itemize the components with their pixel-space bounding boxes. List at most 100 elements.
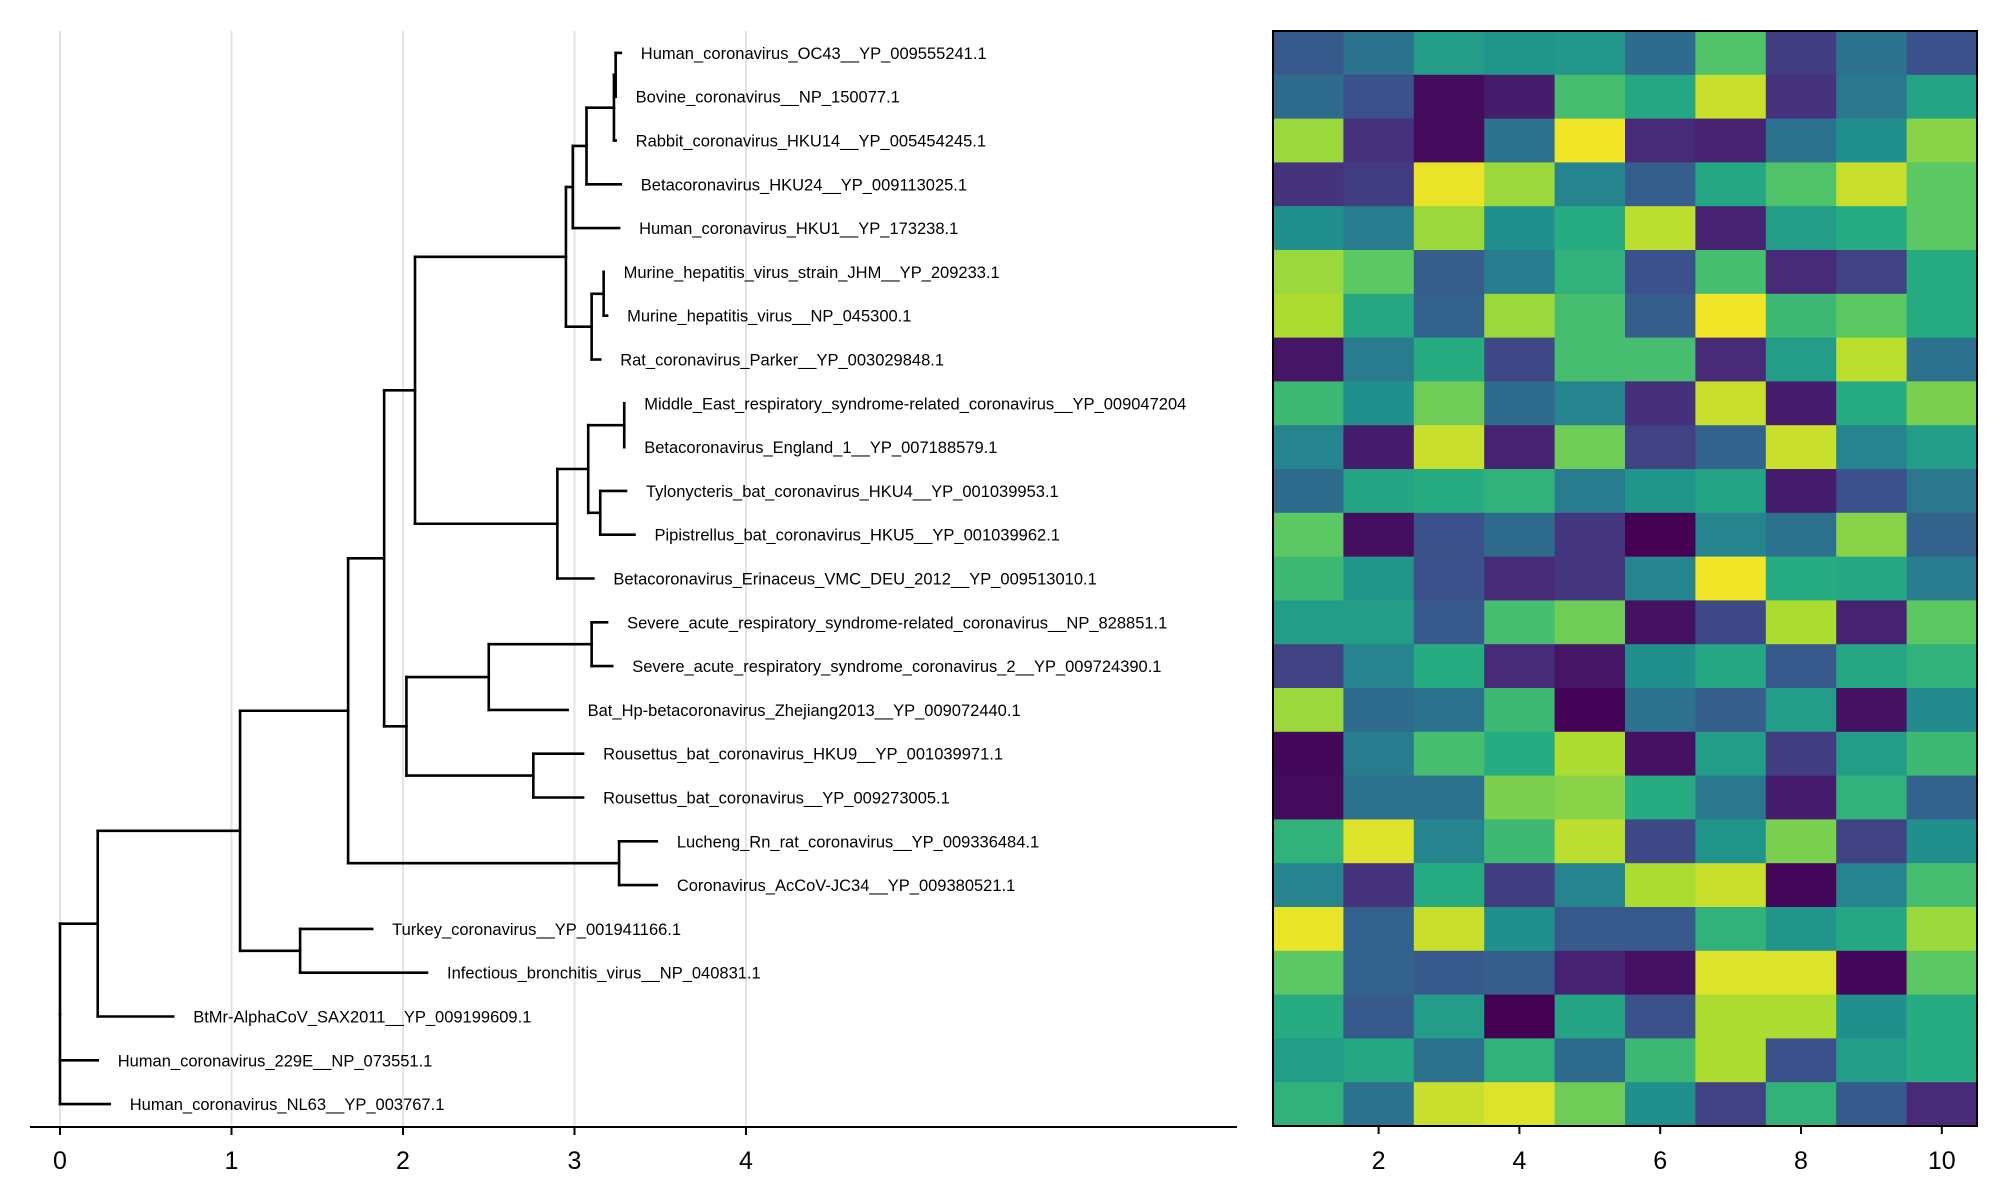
heatmap-cell xyxy=(1695,74,1767,120)
heatmap-cell xyxy=(1836,994,1908,1039)
heatmap-cell xyxy=(1484,293,1556,339)
heatmap-cell xyxy=(1765,512,1837,558)
leaf-label: BtMr-AlphaCoV_SAX2011__YP_009199609.1 xyxy=(193,1009,531,1027)
heatmap-cells xyxy=(1273,31,1978,1127)
heatmap-cell xyxy=(1343,1038,1415,1083)
heatmap-cell xyxy=(1484,950,1556,996)
heatmap-cell xyxy=(1695,775,1767,820)
heatmap-cell xyxy=(1413,688,1485,733)
tree-tick-label: 0 xyxy=(53,1147,67,1175)
heatmap-cell xyxy=(1906,162,1978,207)
heatmap-cell xyxy=(1343,1082,1415,1127)
heatmap-cell xyxy=(1906,206,1978,251)
heatmap-cell xyxy=(1695,644,1767,689)
heatmap-cell xyxy=(1906,293,1978,339)
heatmap-cell xyxy=(1484,907,1556,952)
heatmap-cell xyxy=(1554,74,1626,120)
heatmap-cell xyxy=(1695,512,1767,558)
heatmap-x-axis: 2 4 6 8 10 xyxy=(1372,1126,1956,1175)
heatmap-cell xyxy=(1765,381,1837,426)
heatmap-cell xyxy=(1484,206,1556,251)
heatmap-cell xyxy=(1765,1082,1837,1127)
heatmap-cell xyxy=(1695,731,1767,777)
heatmap-cell xyxy=(1836,425,1908,470)
heatmap-cell xyxy=(1765,206,1837,251)
heatmap-cell xyxy=(1554,381,1626,426)
heatmap-cell xyxy=(1273,74,1344,120)
tree-tick-label: 2 xyxy=(396,1147,410,1175)
heatmap-cell xyxy=(1906,118,1978,163)
heatmap-cell xyxy=(1413,819,1485,864)
heatmap-cell xyxy=(1836,863,1908,908)
heatmap-cell xyxy=(1625,74,1696,120)
heatmap-cell xyxy=(1413,644,1485,689)
heatmap-cell xyxy=(1343,600,1415,645)
heatmap-cell xyxy=(1625,512,1696,558)
heatmap-cell xyxy=(1554,206,1626,251)
heatmap-cell xyxy=(1273,206,1344,251)
leaf-label: Rousettus_bat_coronavirus__YP_009273005.… xyxy=(603,790,950,808)
heatmap-cell xyxy=(1343,644,1415,689)
heatmap-cell xyxy=(1625,775,1696,820)
heatmap-cell xyxy=(1836,688,1908,733)
heatmap-cell xyxy=(1484,775,1556,820)
heatmap-cell xyxy=(1554,950,1626,996)
heatmap-cell xyxy=(1273,1038,1344,1083)
heatmap-cell xyxy=(1484,644,1556,689)
heatmap-cell xyxy=(1765,994,1837,1039)
leaf-label: Human_coronavirus_229E__NP_073551.1 xyxy=(118,1052,433,1070)
heatmap-cell xyxy=(1625,600,1696,645)
heatmap-cell xyxy=(1765,293,1837,339)
heatmap-cell xyxy=(1836,469,1908,514)
heatmap-cell xyxy=(1273,950,1344,996)
heatmap-cell xyxy=(1554,425,1626,470)
heatmap-cell xyxy=(1625,907,1696,952)
heatmap-cell xyxy=(1343,250,1415,295)
heatmap-cell xyxy=(1906,512,1978,558)
heatmap-cell xyxy=(1906,337,1978,382)
heatmap-cell xyxy=(1836,381,1908,426)
heatmap-cell xyxy=(1554,1038,1626,1083)
leaf-label: Betacoronavirus_England_1__YP_007188579.… xyxy=(644,439,997,457)
heatmap-cell xyxy=(1413,206,1485,251)
heatmap-tick-label: 6 xyxy=(1653,1147,1667,1175)
heatmap-frame xyxy=(1272,30,1978,1127)
leaf-label: Severe_acute_respiratory_syndrome-relate… xyxy=(627,614,1167,632)
heatmap-cell xyxy=(1343,118,1415,163)
heatmap-cell xyxy=(1625,1082,1696,1127)
heatmap-cell xyxy=(1273,994,1344,1039)
heatmap-cell xyxy=(1625,31,1696,76)
heatmap-cell xyxy=(1625,162,1696,207)
heatmap-cell xyxy=(1765,907,1837,952)
heatmap-cell xyxy=(1343,469,1415,514)
heatmap-tick-label: 4 xyxy=(1512,1147,1526,1175)
heatmap-cell xyxy=(1343,775,1415,820)
heatmap-cell xyxy=(1625,337,1696,382)
heatmap-cell xyxy=(1554,556,1626,601)
leaf-label: Human_coronavirus_NL63__YP_003767.1 xyxy=(130,1096,445,1114)
heatmap-cell xyxy=(1554,775,1626,820)
heatmap-cell xyxy=(1273,337,1344,382)
heatmap-tick-label: 8 xyxy=(1794,1147,1808,1175)
leaf-label: Coronavirus_AcCoV-JC34__YP_009380521.1 xyxy=(677,877,1015,895)
heatmap-cell xyxy=(1273,907,1344,952)
leaf-label: Betacoronavirus_Erinaceus_VMC_DEU_2012__… xyxy=(613,571,1096,589)
heatmap-cell xyxy=(1554,512,1626,558)
heatmap-cell xyxy=(1906,907,1978,952)
heatmap-cell xyxy=(1906,31,1978,76)
heatmap-cell xyxy=(1625,293,1696,339)
heatmap-cell xyxy=(1836,250,1908,295)
heatmap-cell xyxy=(1695,293,1767,339)
heatmap-cell xyxy=(1484,819,1556,864)
leaf-label: Betacoronavirus_HKU24__YP_009113025.1 xyxy=(641,176,967,194)
leaf-label: Murine_hepatitis_virus__NP_045300.1 xyxy=(627,308,911,326)
heatmap-cell xyxy=(1554,31,1626,76)
heatmap-cell xyxy=(1695,206,1767,251)
heatmap-cell xyxy=(1906,775,1978,820)
heatmap-cell xyxy=(1343,74,1415,120)
heatmap-cell xyxy=(1625,250,1696,295)
heatmap-cell xyxy=(1836,74,1908,120)
heatmap-cell xyxy=(1765,1038,1837,1083)
tree-tick-label: 3 xyxy=(568,1147,582,1175)
